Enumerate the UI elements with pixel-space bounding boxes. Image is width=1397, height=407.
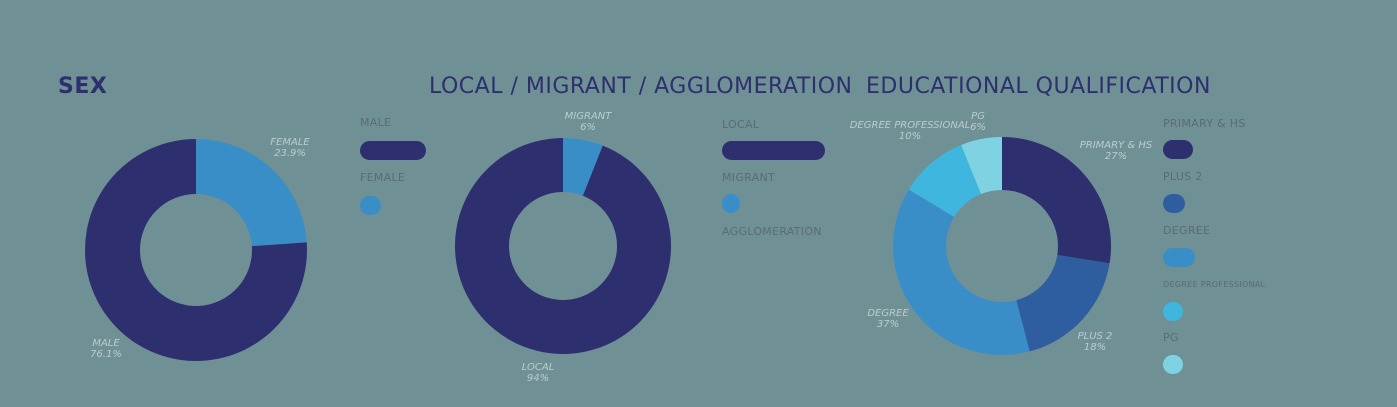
slice-label: PRIMARY & HS 27% xyxy=(1080,140,1153,162)
slice-label: PLUS 2 18% xyxy=(1078,331,1113,353)
legend-bar-female xyxy=(360,196,381,215)
legend-swatch-plus-2 xyxy=(1163,194,1185,213)
donut-slice-primary-hs xyxy=(1002,137,1111,264)
legend-swatch-degree xyxy=(1163,248,1195,267)
legend-label-male: MALE xyxy=(360,116,392,129)
donut-slice-male xyxy=(85,139,308,361)
slice-label: LOCAL 94% xyxy=(522,362,555,384)
legend-swatch-pg xyxy=(1163,355,1183,374)
legend-label-degree-professional: DEGREE PROFESSIONAL xyxy=(1163,280,1266,289)
chart-title-local-migrant: LOCAL / MIGRANT / AGGLOMERATION xyxy=(429,74,853,99)
legend-bar-local xyxy=(722,141,825,160)
chart-title-education: EDUCATIONAL QUALIFICATION xyxy=(866,74,1211,99)
legend-label-pg: PG xyxy=(1163,331,1179,344)
donut-slice-local xyxy=(455,138,671,355)
donut-slice-plus-2 xyxy=(1016,254,1110,352)
donut-slice-migrant xyxy=(563,138,603,196)
legend-label-primary-hs: PRIMARY & HS xyxy=(1163,117,1246,130)
legend-label-local: LOCAL xyxy=(722,118,760,131)
legend-label-plus-2: PLUS 2 xyxy=(1163,170,1203,183)
slice-label: DEGREE PROFESSIONAL 10% xyxy=(850,120,971,142)
legend-swatch-degree-professional xyxy=(1163,302,1183,321)
legend-label-female: FEMALE xyxy=(360,171,406,184)
donut-slice-female xyxy=(196,139,307,247)
legend-bar-migrant xyxy=(722,194,740,213)
slice-label: DEGREE 37% xyxy=(867,308,909,330)
legend-label-migrant: MIGRANT xyxy=(722,171,776,184)
slice-label: FEMALE 23.9% xyxy=(270,137,310,159)
donut-slice-degree xyxy=(892,189,1030,356)
slice-label: PG 6% xyxy=(970,111,986,133)
legend-label-degree: DEGREE xyxy=(1163,224,1211,237)
donut-slice-degree-professional xyxy=(908,144,981,217)
chart-title-sex: SEX xyxy=(58,74,108,99)
legend-label-agglomeration: AGGLOMERATION xyxy=(722,225,822,238)
slice-label: MALE 76.1% xyxy=(90,338,122,360)
donut-slice-pg xyxy=(961,137,1002,195)
legend-swatch-primary-hs xyxy=(1163,140,1193,159)
legend-bar-male xyxy=(360,141,426,160)
slice-label: MIGRANT 6% xyxy=(565,111,613,133)
